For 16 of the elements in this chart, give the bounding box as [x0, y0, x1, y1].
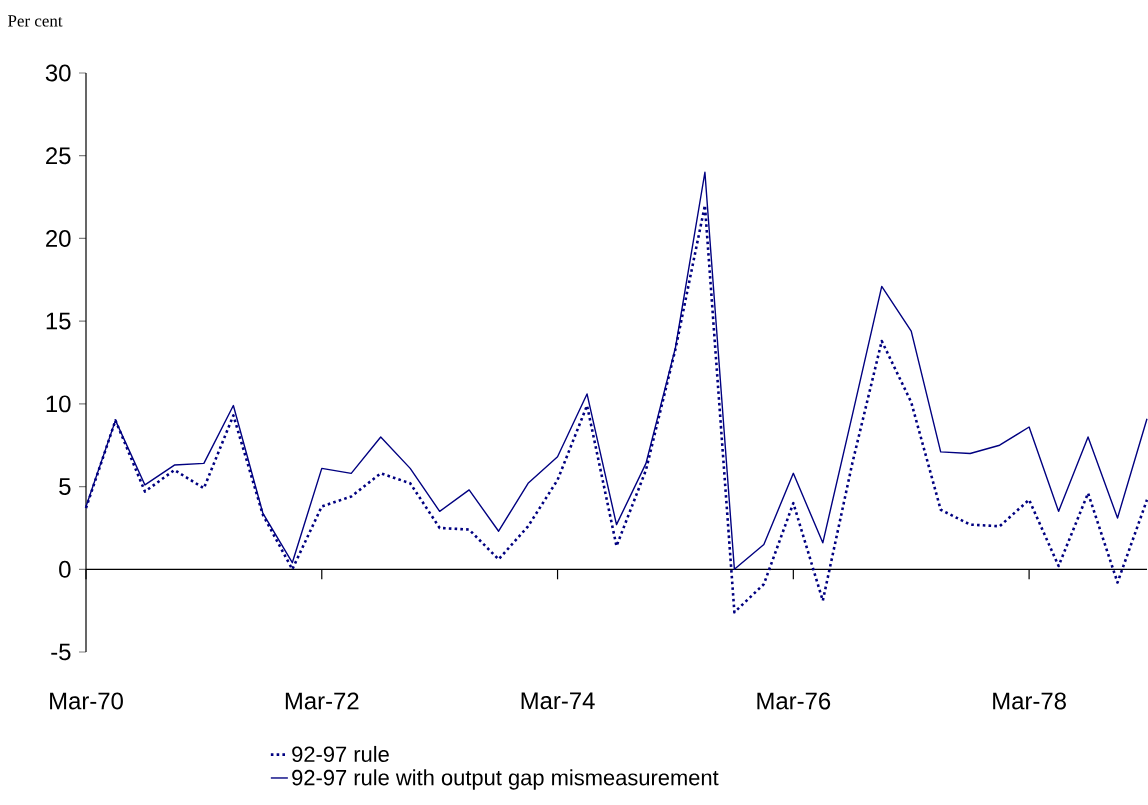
x-tick-label: Mar-70: [50, 692, 123, 710]
y-axis-title: Per cent: [8, 15, 63, 27]
y-tick-label: 0: [59, 560, 71, 578]
legend-label: 92-97 rule: [292, 745, 389, 763]
x-tick-label: Mar-78: [993, 692, 1066, 710]
y-tick-label: 15: [46, 312, 71, 330]
y-tick-label: 30: [45, 64, 71, 82]
y-tick-label: 5: [59, 478, 71, 495]
x-tick-label: Mar-74: [521, 692, 595, 710]
x-tick-label: Mar-76: [757, 692, 831, 710]
y-tick-label: 20: [46, 229, 71, 247]
x-tick-label: Mar-72: [285, 692, 359, 710]
y-tick-label: -5: [51, 643, 71, 661]
y-tick-label: 10: [46, 395, 71, 413]
legend-label: 92-97 rule with output gap mismeasurement: [292, 769, 719, 790]
y-tick-label: 25: [46, 147, 71, 165]
